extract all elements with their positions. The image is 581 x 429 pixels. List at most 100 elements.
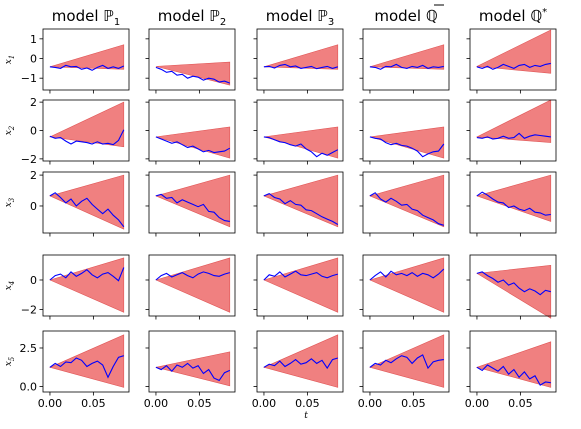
subplot: 0.0 2.5 0.00 0.05 [20, 330, 130, 410]
subplot: −2 0 [21, 254, 130, 320]
axes-frame [469, 254, 557, 317]
x-tick-label: 0.05 [187, 397, 212, 410]
sample-path [476, 364, 551, 386]
x-tick-label: 0.00 [252, 397, 277, 410]
subplot [359, 99, 450, 165]
subplot [253, 171, 344, 237]
subplot [359, 28, 450, 94]
y-tick-label: −2 [21, 153, 37, 166]
sample-path [263, 357, 338, 370]
y-tick-label: −2 [21, 303, 37, 316]
confidence-band [155, 351, 231, 387]
column-title: model ℚ [374, 7, 437, 25]
confidence-band [263, 44, 339, 70]
subplot: −1 0 1 [21, 28, 130, 94]
axes-frame [148, 254, 236, 317]
confidence-band [263, 126, 339, 159]
confidence-band [369, 44, 445, 70]
sample-path [155, 193, 230, 222]
confidence-band [155, 126, 231, 159]
subplot [253, 28, 344, 94]
x-tick-label: 0.05 [295, 397, 320, 410]
y-tick-label: 0.0 [20, 381, 38, 394]
sample-path [49, 267, 125, 282]
axes-frame [42, 330, 130, 393]
subplot [466, 28, 557, 94]
subplot [145, 99, 236, 165]
sample-path [263, 63, 338, 70]
confidence-band [155, 257, 231, 313]
confidence-band [49, 44, 125, 70]
axes-frame [42, 28, 130, 91]
subplot: 0.00 0.05 [465, 330, 557, 410]
confidence-band [475, 99, 552, 143]
sample-path [49, 64, 125, 71]
y-tick-label: 0 [30, 274, 37, 287]
y-axis-label: x5 [4, 356, 16, 366]
sample-path [263, 136, 339, 158]
axes-frame [362, 28, 450, 91]
axes-frame [42, 171, 130, 234]
axes-frame [469, 171, 557, 234]
column-title: model ℙ1 [52, 7, 120, 28]
subplot [359, 254, 450, 320]
y-tick-label: 0 [30, 125, 37, 138]
y-tick-label: 2.5 [20, 342, 38, 355]
confidence-band [263, 174, 339, 228]
y-axis-label: x1 [4, 55, 16, 65]
x-tick-label: 0.00 [465, 397, 490, 410]
sample-path [49, 355, 124, 379]
axes-frame [362, 254, 450, 317]
confidence-band [475, 341, 552, 388]
sample-path [263, 192, 339, 225]
subplot [466, 99, 557, 165]
axes-frame [469, 28, 557, 91]
axes-frame [256, 171, 344, 234]
subplot: −2 0 2 [21, 96, 130, 166]
subplot [359, 171, 450, 237]
axes-frame [148, 330, 236, 393]
axes-frame [148, 28, 236, 91]
y-tick-label: 2 [30, 96, 37, 109]
confidence-band [49, 174, 125, 230]
y-tick-label: 2 [30, 169, 37, 182]
y-tick-label: 1 [30, 33, 37, 46]
subplot [145, 28, 236, 94]
confidence-band [369, 334, 445, 388]
confidence-band [49, 257, 125, 313]
column-title: model ℙ3 [266, 7, 334, 28]
axes-frame [256, 254, 344, 317]
y-tick-label: 0 [30, 200, 37, 213]
subplot [466, 171, 557, 237]
y-tick-label: 0 [30, 53, 37, 66]
x-tick-label: 0.05 [81, 397, 106, 410]
sample-path [155, 136, 231, 154]
subplot: 0.00 0.05 [252, 330, 344, 410]
confidence-band [263, 334, 339, 388]
confidence-band [369, 257, 445, 313]
sample-path [369, 63, 444, 70]
y-tick-label: −1 [21, 72, 37, 85]
confidence-band [263, 257, 339, 313]
subplot [253, 254, 344, 320]
sample-path [369, 192, 444, 226]
y-axis-label: x3 [4, 197, 16, 207]
y-axis-label: x2 [4, 125, 16, 135]
confidence-band [369, 126, 445, 159]
sample-path [49, 129, 125, 146]
confidence-band [369, 174, 445, 228]
sample-path [263, 270, 338, 281]
confidence-band [475, 174, 552, 222]
sample-path [476, 191, 551, 216]
x-tick-label: 0.00 [38, 397, 63, 410]
axes-frame [148, 171, 236, 234]
confidence-band [475, 29, 552, 74]
sample-path [476, 132, 551, 140]
confidence-band [476, 264, 552, 319]
sample-path [155, 271, 230, 281]
axes-frame [469, 330, 557, 393]
subplot [145, 254, 236, 320]
confidence-band [48, 101, 125, 148]
x-axis-label: t [304, 411, 308, 421]
x-tick-label: 0.00 [358, 397, 383, 410]
